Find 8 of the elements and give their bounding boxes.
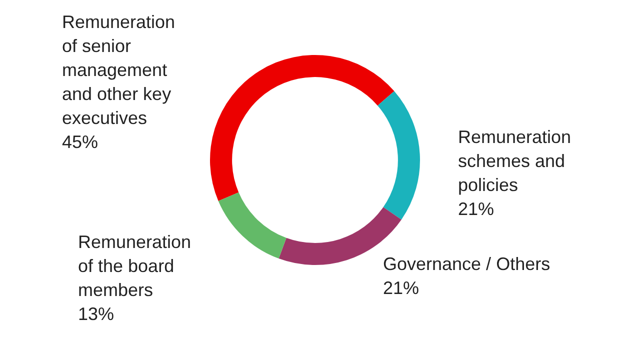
slice-label: Remuneration schemes and policies [458, 126, 572, 197]
slice-label: Governance / Others [383, 253, 552, 276]
data-label: 13% [78, 303, 116, 326]
data-label: 21% [383, 277, 420, 300]
slice-label: Remuneration of the board members [78, 231, 192, 302]
data-label: 21% [458, 198, 496, 221]
data-label: 45% [62, 131, 100, 154]
slice-label: Remuneration of senior management and other key executives [62, 11, 176, 130]
